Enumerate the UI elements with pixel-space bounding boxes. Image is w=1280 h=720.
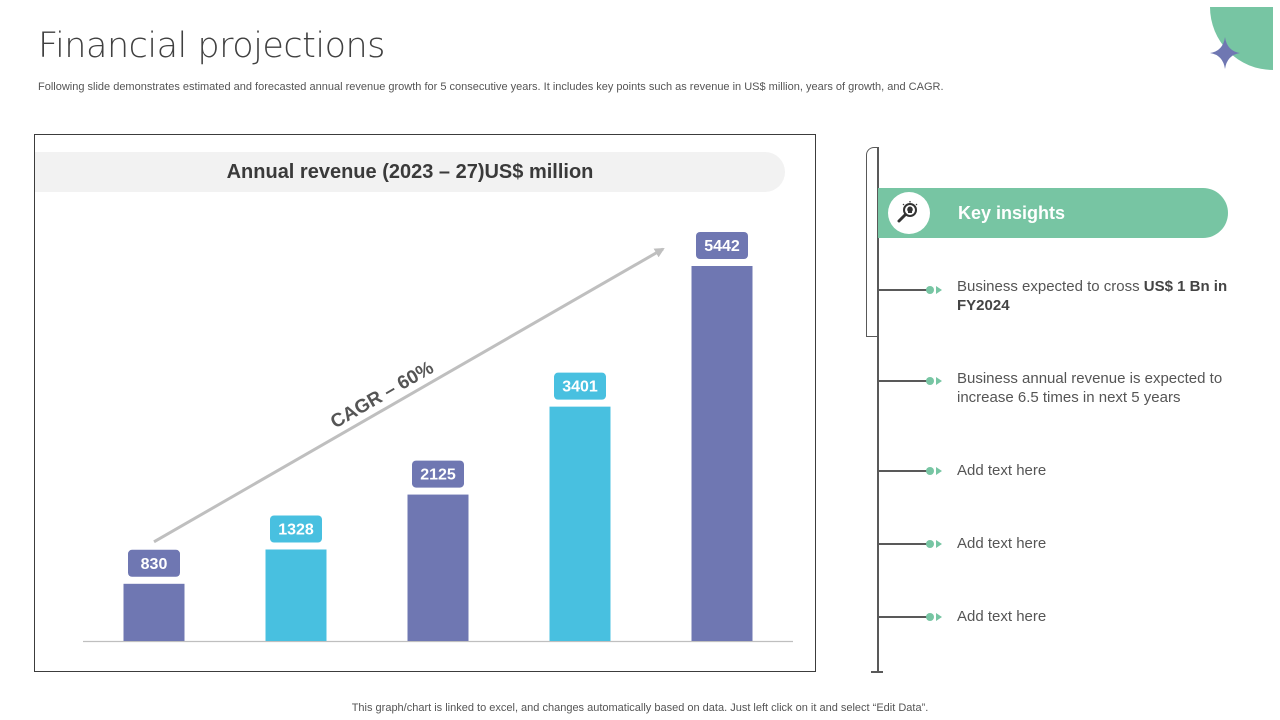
timeline-line bbox=[877, 147, 879, 672]
bullet-dot-icon bbox=[926, 540, 934, 548]
data-label-badge bbox=[696, 232, 748, 259]
insight-text: Business expected to cross US$ 1 Bn in F… bbox=[957, 278, 1228, 314]
data-label: 3401 bbox=[562, 379, 598, 396]
chart-title: Annual revenue (2023 – 27)US$ million bbox=[35, 152, 785, 192]
cagr-annotation: CAGR – 60% bbox=[327, 357, 437, 433]
data-label-badge bbox=[412, 460, 464, 488]
data-label: 1328 bbox=[278, 521, 314, 538]
data-label-badge bbox=[128, 549, 180, 577]
bullet-dot-icon bbox=[926, 467, 934, 475]
data-label: 830 bbox=[141, 556, 168, 573]
bullet-dot-icon bbox=[926, 286, 934, 294]
revenue-chart[interactable]: Annual revenue (2023 – 27)US$ million 83… bbox=[34, 134, 816, 672]
footer-note: This graph/chart is linked to excel, and… bbox=[351, 702, 929, 714]
bar[interactable] bbox=[123, 583, 185, 641]
page-title: Financial projections bbox=[38, 26, 385, 66]
corner-quarter-circle bbox=[1210, 7, 1273, 70]
bar[interactable] bbox=[265, 549, 327, 641]
data-label: 2125 bbox=[420, 467, 456, 484]
bullet-arrow-icon bbox=[936, 467, 942, 475]
insight-text[interactable]: Add text here bbox=[957, 535, 1047, 552]
bar[interactable] bbox=[549, 406, 611, 641]
data-label-badge bbox=[554, 372, 606, 400]
bullet-arrow-icon bbox=[936, 613, 942, 621]
insight-icon-badge bbox=[888, 192, 930, 234]
insight-text[interactable]: Add text here bbox=[957, 462, 1047, 479]
data-label: 5442 bbox=[704, 238, 740, 255]
key-insights-title: Key insights bbox=[958, 203, 1066, 223]
cagr-arrow bbox=[153, 247, 665, 544]
insight-text: Business annual revenue is expected to i… bbox=[957, 370, 1223, 406]
bullet-arrow-icon bbox=[936, 377, 942, 385]
timeline-end bbox=[871, 671, 883, 673]
bullet-dot-icon bbox=[926, 377, 934, 385]
corner-decoration bbox=[1210, 7, 1273, 70]
magnifier-lightbulb-icon bbox=[897, 201, 918, 223]
bullet-arrow-icon bbox=[936, 540, 942, 548]
chart-plot: 830 1328 2125 3401 5442 CAGR – 60% bbox=[83, 232, 793, 643]
page-subtitle: Following slide demonstrates estimated a… bbox=[38, 81, 944, 93]
sparkle-icon bbox=[1210, 37, 1240, 69]
bullet-arrow-icon bbox=[936, 286, 942, 294]
bar[interactable] bbox=[407, 494, 469, 641]
insight-text[interactable]: Add text here bbox=[957, 608, 1047, 625]
timeline-bracket bbox=[866, 147, 878, 337]
key-insights-header: Key insights bbox=[878, 188, 1228, 238]
bullet-dot-icon bbox=[926, 613, 934, 621]
bar[interactable] bbox=[691, 266, 753, 641]
data-label-badge bbox=[270, 515, 322, 543]
